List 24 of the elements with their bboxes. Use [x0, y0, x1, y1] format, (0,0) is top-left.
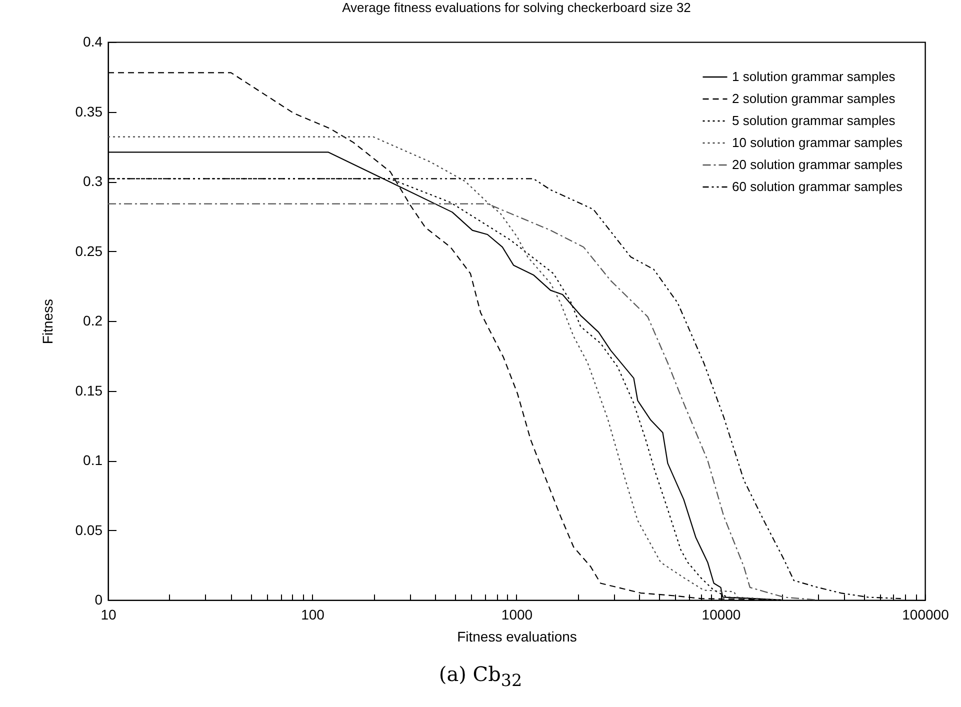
legend-label: 60 solution grammar samples — [732, 179, 904, 194]
y-axis-title: Fitness — [39, 298, 56, 344]
legend-label: 2 solution grammar samples — [732, 91, 896, 106]
y-tick-label: 0 — [94, 592, 103, 608]
y-tick-label: 0.4 — [83, 34, 103, 50]
legend-label: 20 solution grammar samples — [732, 157, 904, 172]
y-tick-label: 0.15 — [75, 382, 103, 398]
y-tick-label: 0.35 — [75, 103, 103, 120]
x-tick-label: 10000 — [702, 606, 741, 622]
x-tick-label: 1000 — [501, 606, 533, 622]
x-axis-title: Fitness evaluations — [457, 628, 577, 644]
text: (a) Cb$_{32}$ — [438, 662, 524, 690]
legend-label: 10 solution grammar samples — [732, 135, 904, 150]
y-tick-label: 0.25 — [75, 242, 103, 259]
x-tick-label: 100000 — [902, 606, 950, 622]
legend-label: 5 solution grammar samples — [732, 113, 896, 128]
y-tick-label: 0.3 — [83, 173, 103, 189]
chart-title: Average fitness evaluations for solving checkerboard size 32 — [342, 0, 691, 15]
y-tick-label: 0.1 — [83, 452, 103, 468]
x-tick-label: 10 — [100, 606, 116, 622]
legend-label: 1 solution grammar samples — [732, 69, 896, 84]
y-tick-label: 0.05 — [75, 522, 103, 538]
x-tick-label: 100 — [301, 606, 325, 622]
y-tick-label: 0.2 — [83, 312, 103, 328]
